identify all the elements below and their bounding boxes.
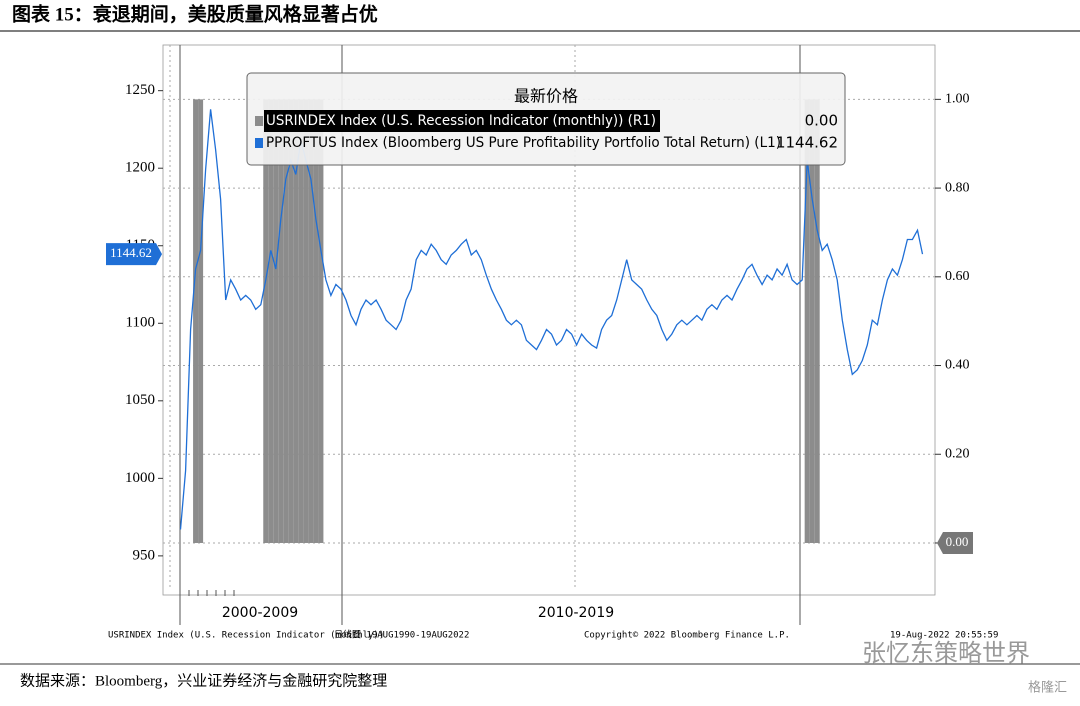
recession-bar	[283, 99, 289, 543]
y-tick-label: 1200	[125, 160, 155, 176]
recession-bar	[278, 99, 284, 543]
y-tick-label: 950	[133, 547, 156, 563]
recession-bar	[804, 99, 810, 543]
y-tick-label: 1250	[125, 82, 155, 98]
footer-text: Copyright© 2022 Bloomberg Finance L.P.	[584, 631, 790, 641]
recession-bar	[263, 99, 269, 543]
recession-bar	[303, 99, 309, 543]
recession-bar	[268, 99, 274, 543]
y-tick-label: 1100	[126, 315, 155, 331]
footer-text: USRINDEX Index (U.S. Recession Indicator…	[108, 631, 384, 641]
recession-bar	[288, 99, 294, 543]
legend-swatch	[255, 138, 263, 148]
legend-label: PPROFTUS Index (Bloomberg US Pure Profit…	[266, 135, 781, 151]
recession-bar	[193, 99, 199, 543]
x-group-label: 2000-2009	[222, 605, 298, 621]
y2-tick-label: 0.80	[945, 180, 970, 195]
recession-bar	[313, 99, 319, 543]
x-group-label: 2010-2019	[538, 605, 614, 621]
last-value-tag	[106, 243, 162, 266]
recession-bar	[298, 99, 304, 543]
last-value-tag	[937, 531, 973, 554]
y2-tick-label: 0.60	[945, 269, 970, 284]
watermark: 张忆东策略世界	[862, 639, 1030, 667]
recession-bar	[814, 99, 820, 543]
recession-bar	[318, 99, 324, 543]
legend-title: 最新价格	[514, 87, 578, 106]
last-value-tag-label: 0.00	[946, 534, 969, 549]
recession-bar	[308, 99, 314, 543]
last-value-tag-label: 1144.62	[110, 245, 152, 260]
source: 数据来源：Bloomberg，兴业证券经济与金融研究院整理	[20, 671, 387, 689]
legend-value: 1144.62	[776, 134, 838, 152]
watermark2: 格隆汇	[1028, 680, 1067, 696]
y-tick-label: 1050	[125, 392, 155, 408]
legend-value: 0.00	[805, 112, 838, 130]
recession-bar	[273, 99, 279, 543]
recession-bar	[198, 99, 204, 543]
legend-label: USRINDEX Index (U.S. Recession Indicator…	[266, 113, 656, 129]
y2-tick-label: 0.20	[945, 446, 970, 461]
page-title: 图表 15：衰退期间，美股质量风格显著占优	[12, 2, 378, 25]
recession-bar	[293, 99, 299, 543]
recession-bar	[809, 99, 815, 543]
footer-text: 日线图 19AUG1990-19AUG2022	[334, 629, 469, 641]
y-tick-label: 1000	[125, 470, 155, 486]
y2-tick-label: 1.00	[945, 92, 970, 107]
footer-text: 19-Aug-2022 20:55:59	[890, 631, 998, 641]
legend-swatch	[255, 116, 263, 126]
legend-highlight	[264, 110, 660, 132]
y2-tick-label: 0.40	[945, 358, 970, 373]
